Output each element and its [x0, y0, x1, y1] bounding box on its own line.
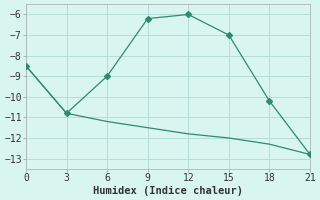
X-axis label: Humidex (Indice chaleur): Humidex (Indice chaleur)	[93, 186, 243, 196]
